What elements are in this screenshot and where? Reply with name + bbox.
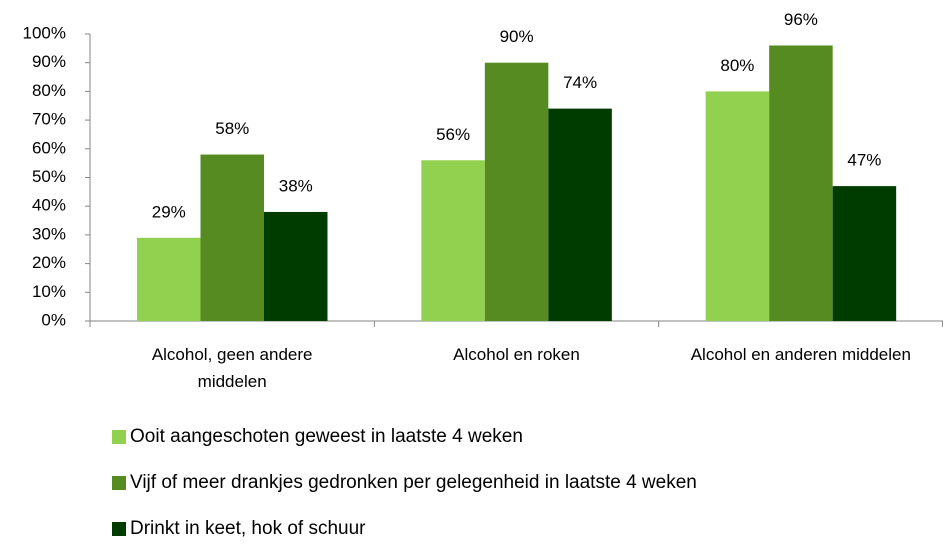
- bar: [769, 45, 833, 321]
- value-label: 58%: [215, 119, 249, 138]
- value-label: 96%: [784, 10, 818, 29]
- value-label: 56%: [436, 125, 470, 144]
- value-label: 80%: [720, 56, 754, 75]
- bar: [421, 160, 485, 321]
- legend-swatch: [112, 430, 126, 444]
- bar: [200, 154, 264, 321]
- y-tick-label: 60%: [32, 138, 66, 157]
- bar: [137, 237, 201, 321]
- y-tick-label: 20%: [32, 253, 66, 272]
- bar: [484, 62, 549, 321]
- legend-swatch: [112, 476, 126, 490]
- y-tick-label: 10%: [32, 282, 66, 301]
- y-tick-label: 30%: [32, 224, 66, 243]
- value-label: 29%: [152, 202, 186, 221]
- x-tick-label: Alcohol, geen andere middelen: [151, 345, 313, 391]
- x-tick-label: Alcohol en anderen middelen: [690, 345, 911, 364]
- value-label: 38%: [279, 176, 313, 195]
- legend-label: Drinkt in keet, hok of schuur: [130, 518, 366, 539]
- bar: [548, 108, 612, 322]
- y-tick-label: 70%: [32, 110, 66, 129]
- bar: [832, 186, 897, 321]
- bar: [705, 91, 770, 322]
- y-tick-label: 50%: [32, 167, 66, 186]
- y-tick-label: 0%: [41, 310, 66, 329]
- y-tick-label: 40%: [32, 196, 66, 215]
- value-label: 47%: [847, 151, 881, 170]
- y-tick-label: 100%: [23, 23, 66, 42]
- bar: [264, 211, 328, 321]
- legend-label: Vijf of meer drankjes gedronken per gele…: [130, 472, 697, 493]
- legend-label: Ooit aangeschoten geweest in laatste 4 w…: [130, 426, 523, 447]
- legend-swatch: [112, 522, 126, 536]
- y-tick-label: 80%: [32, 81, 66, 100]
- y-tick-label: 90%: [32, 52, 66, 71]
- value-label: 74%: [563, 73, 597, 92]
- x-tick-label: Alcohol en roken: [453, 345, 580, 364]
- value-label: 90%: [500, 27, 534, 46]
